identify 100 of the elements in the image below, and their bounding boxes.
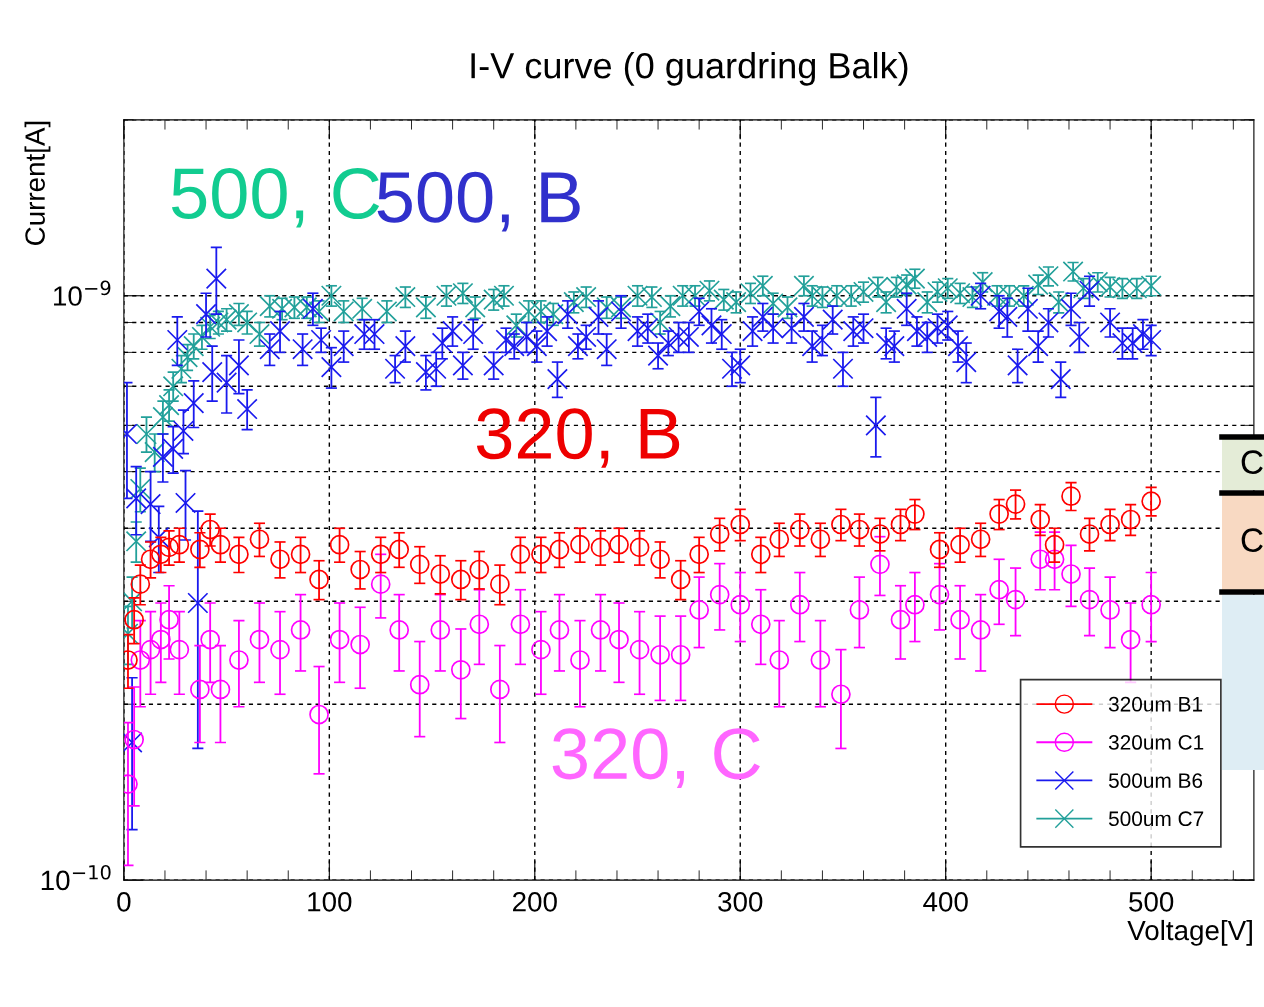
point [1030, 549, 1051, 570]
point [831, 514, 851, 535]
point [609, 534, 629, 555]
point [249, 529, 270, 550]
point [750, 614, 771, 635]
point [210, 679, 231, 700]
point [290, 620, 311, 640]
point [1120, 629, 1141, 650]
point [670, 569, 691, 590]
point [929, 539, 950, 560]
annotation: 320, C [552, 728, 760, 788]
point [689, 544, 710, 565]
point [370, 574, 391, 594]
point [350, 559, 371, 580]
point [929, 584, 950, 605]
x-axis-title: Voltage[V] [1127, 919, 1252, 946]
y-tick-label: 10$^{−9}$ [54, 280, 111, 306]
point [810, 650, 831, 670]
point [989, 579, 1009, 600]
point [870, 554, 890, 575]
point [159, 609, 179, 630]
point [210, 534, 231, 555]
point [124, 609, 145, 630]
point [270, 639, 290, 660]
point [150, 629, 171, 650]
x-tick-label: 100 [308, 891, 352, 912]
point [570, 534, 590, 555]
x-tick-label: 500 [1129, 891, 1174, 912]
point [389, 539, 410, 560]
point [1061, 486, 1081, 507]
point [549, 620, 570, 640]
point [200, 629, 221, 650]
point [1005, 589, 1026, 610]
point [590, 537, 611, 558]
point [510, 544, 531, 565]
x-tick-label: 200 [513, 891, 557, 912]
point [489, 574, 510, 594]
point [1120, 509, 1141, 530]
point [309, 569, 329, 590]
point [1141, 594, 1162, 615]
y-tick-label: 10$^{−10}$ [41, 864, 111, 891]
point [709, 524, 730, 544]
point [769, 650, 790, 670]
point [200, 519, 221, 540]
x-tick-label: 300 [718, 891, 763, 912]
point [849, 519, 870, 540]
point [430, 564, 451, 584]
point [890, 514, 911, 535]
point [370, 544, 391, 565]
point [789, 594, 810, 615]
legend-label: 500um C7 [1108, 811, 1204, 827]
point [450, 569, 471, 590]
point [130, 574, 151, 594]
point [1141, 491, 1162, 512]
point [531, 639, 551, 660]
x-tick-label: 0 [117, 891, 131, 912]
legend-label: 320um B1 [1108, 696, 1203, 712]
point [169, 639, 190, 660]
point [1061, 564, 1081, 584]
point [309, 704, 329, 725]
point [229, 544, 249, 565]
y-axis-title: Current[A] [24, 121, 51, 245]
point [140, 639, 161, 660]
point [1100, 514, 1120, 535]
point [570, 650, 590, 670]
point [409, 554, 430, 575]
point [124, 729, 145, 750]
point [950, 534, 970, 555]
point [389, 620, 410, 640]
point [689, 600, 710, 620]
point [590, 620, 611, 640]
point [1079, 524, 1100, 544]
point [629, 537, 650, 558]
point [430, 620, 451, 640]
point [190, 679, 210, 700]
point [670, 644, 691, 665]
point [130, 650, 151, 670]
point [150, 544, 171, 565]
point [709, 584, 730, 605]
point [329, 534, 350, 555]
point [789, 519, 810, 540]
point [810, 529, 831, 550]
point [1005, 494, 1026, 514]
point [510, 614, 531, 635]
point [849, 600, 870, 620]
point [750, 544, 771, 565]
point [1044, 549, 1065, 570]
point [229, 650, 249, 670]
point [489, 679, 510, 700]
annotation: 320, B [476, 408, 680, 468]
point [350, 634, 371, 655]
point [905, 594, 925, 615]
x-tick-label: 400 [923, 891, 968, 912]
annotation: C [1241, 450, 1263, 474]
point [1100, 600, 1120, 620]
point [469, 614, 490, 635]
annotation: 500, B [377, 171, 580, 232]
point [989, 504, 1009, 524]
point [270, 549, 290, 570]
point [890, 609, 911, 630]
